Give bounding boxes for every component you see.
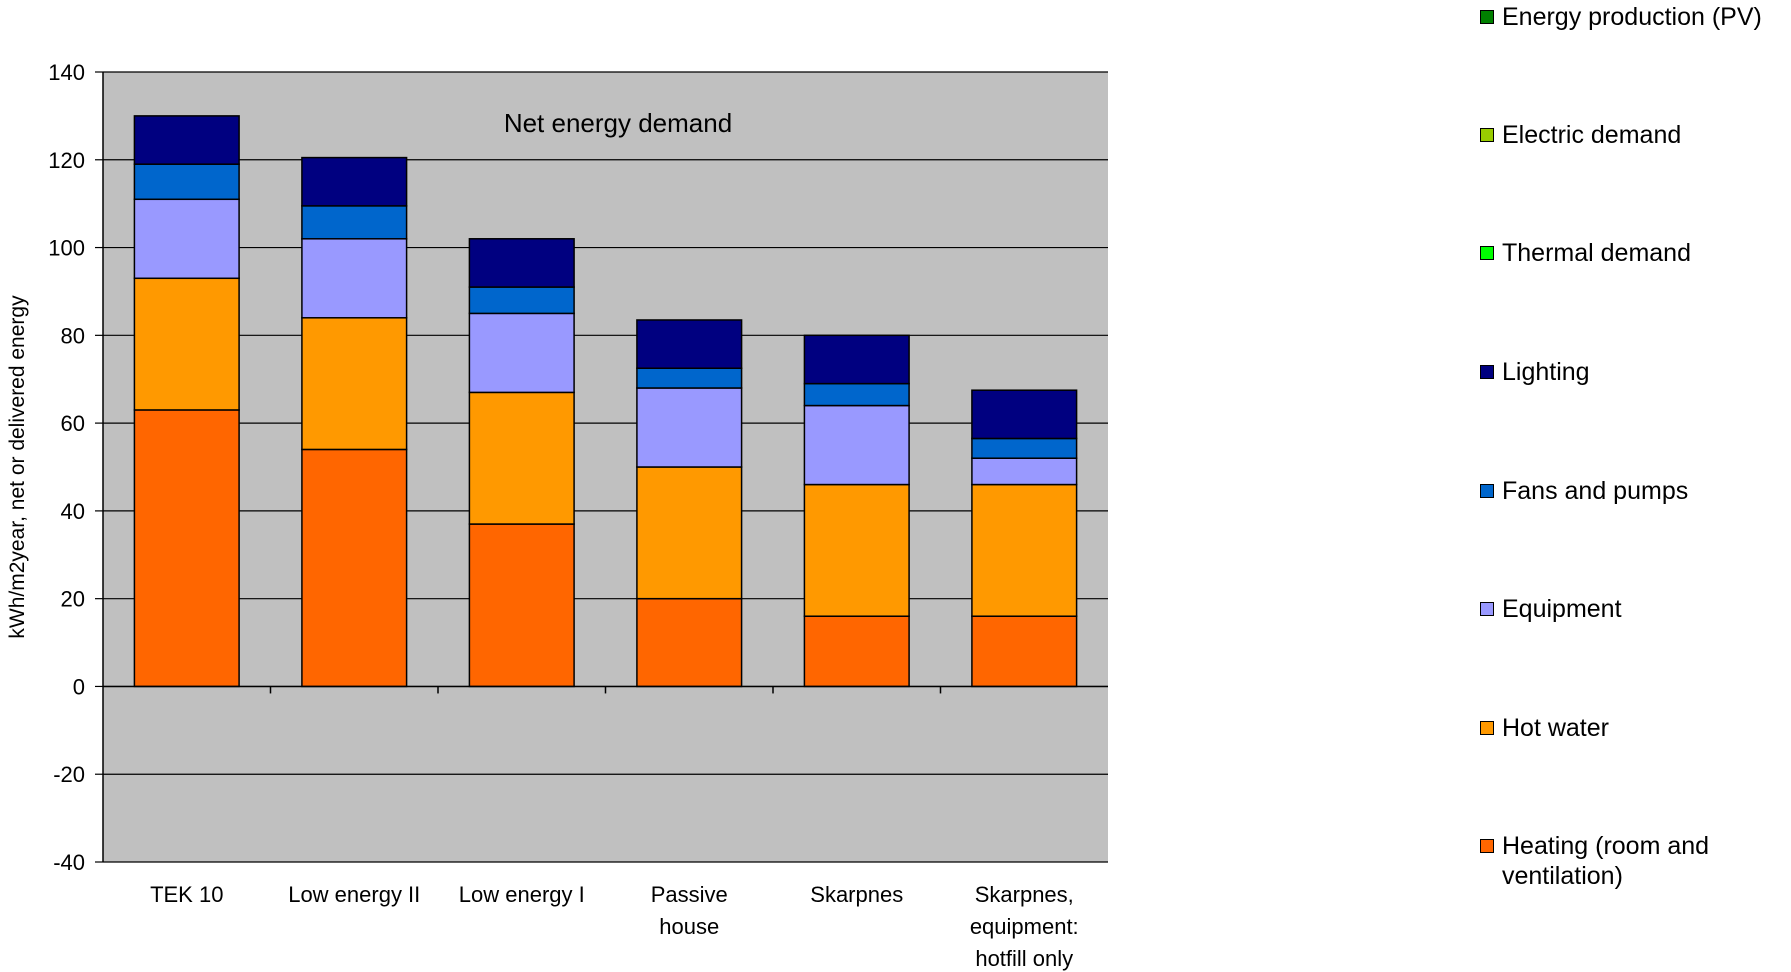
chart-annotation: Net energy demand xyxy=(504,108,732,138)
legend-swatch xyxy=(1480,484,1494,498)
bar-segment xyxy=(803,382,910,407)
legend-item: Fans and pumps xyxy=(1480,476,1762,506)
legend: Energy production (PV) Electric demand The… xyxy=(1480,0,1791,972)
bar-segment xyxy=(133,409,240,688)
bar-segment xyxy=(133,115,240,165)
bar-segment xyxy=(468,286,575,315)
legend-label: Fans and pumps xyxy=(1502,477,1689,505)
x-tick-labels: TEK 10 Low energy II Low energy I Passive ho… xyxy=(150,882,1079,971)
x-tick-label: Skarpnes xyxy=(810,882,903,907)
y-tick-label: 120 xyxy=(48,148,85,173)
gridlines xyxy=(103,71,1108,863)
legend-item: Equipment xyxy=(1480,594,1762,624)
bar-segment xyxy=(636,466,743,600)
legend-item: Energy production (PV) xyxy=(1480,2,1762,32)
bar-segment xyxy=(636,597,743,688)
x-tick-label: Skarpnes, equipment: hotfill only xyxy=(970,882,1079,971)
legend-swatch xyxy=(1480,128,1494,142)
legend-swatch xyxy=(1480,10,1494,24)
bar-segment xyxy=(301,205,408,240)
bar-segment xyxy=(971,457,1078,486)
legend-label: Lighting xyxy=(1502,358,1590,386)
y-tick-label: -20 xyxy=(53,762,85,787)
bar-segment xyxy=(301,317,408,451)
bar-segment xyxy=(636,319,743,370)
legend-label: Electric demand xyxy=(1502,121,1682,149)
bar-segment xyxy=(636,387,743,468)
bar-segment xyxy=(971,615,1078,688)
legend-swatch xyxy=(1480,246,1494,260)
bar-segment xyxy=(803,483,910,617)
legend-swatch xyxy=(1480,602,1494,616)
y-tick-labels: 140 120 100 80 60 40 20 0 -20 -40 xyxy=(48,60,103,875)
plot-area xyxy=(103,72,1108,862)
y-tick-label: 20 xyxy=(61,587,85,612)
legend-item: Heating (room and ventilation) xyxy=(1480,831,1762,891)
bar-segment xyxy=(803,334,910,385)
legend-swatch xyxy=(1480,721,1494,735)
bar-segment xyxy=(803,615,910,688)
bar-segment xyxy=(301,238,408,319)
bar-segment xyxy=(636,367,743,389)
legend-swatch xyxy=(1480,839,1494,853)
bar-segment xyxy=(133,198,240,280)
bar-segment xyxy=(971,483,1078,617)
legend-label: Thermal demand xyxy=(1502,239,1691,267)
x-tick-label: Low energy II xyxy=(288,882,420,907)
bar-segment xyxy=(468,238,575,288)
y-tick-label: 140 xyxy=(48,60,85,85)
y-tick-label: 100 xyxy=(48,236,85,261)
y-tick-label: 60 xyxy=(61,411,85,436)
y-axis-label: kWh/m2year, net or delivered energy xyxy=(6,295,29,639)
legend-swatch xyxy=(1480,365,1494,379)
bar-segment xyxy=(133,163,240,201)
y-tick-label: 40 xyxy=(61,499,85,524)
bar-segment xyxy=(468,391,575,525)
stacked-bar-chart: 140 120 100 80 60 40 20 0 -20 -40 TEK 10 Low energ… xyxy=(6,60,1108,971)
y-tick-label: -40 xyxy=(53,850,85,875)
legend-item: Hot water xyxy=(1480,713,1762,743)
bar-segment xyxy=(468,312,575,394)
legend-label: Energy production (PV) xyxy=(1502,3,1762,31)
legend-item: Thermal demand xyxy=(1480,238,1762,268)
y-tick-label: 0 xyxy=(73,674,85,699)
legend-label: Equipment xyxy=(1502,595,1622,623)
legend-label: Hot water xyxy=(1502,714,1609,742)
legend-item: Electric demand xyxy=(1480,120,1762,150)
bar-segment xyxy=(301,448,408,688)
bars xyxy=(133,115,1078,688)
axes xyxy=(102,72,1108,862)
bar-segment xyxy=(301,156,408,207)
bar-segment xyxy=(971,437,1078,459)
legend-label: Heating (room and ventilation) xyxy=(1502,832,1710,890)
y-tick-label: 80 xyxy=(61,323,85,348)
bar-segment xyxy=(803,404,910,486)
x-tick-label: Low energy I xyxy=(459,882,585,907)
x-tick-label: TEK 10 xyxy=(150,882,223,907)
bar-segment xyxy=(971,389,1078,440)
bar-segment xyxy=(468,523,575,688)
legend-item: Lighting xyxy=(1480,357,1762,387)
x-tick-label: Passive house xyxy=(651,882,728,939)
bar-segment xyxy=(133,277,240,411)
